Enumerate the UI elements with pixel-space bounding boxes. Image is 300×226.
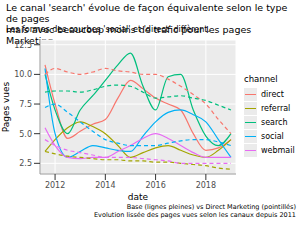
svg-text:5.0: 5.0: [19, 130, 32, 139]
svg-text:date: date: [128, 192, 149, 202]
svg-text:2.5: 2.5: [19, 159, 32, 168]
svg-text:12.5: 12.5: [14, 41, 32, 50]
svg-text:2014: 2014: [95, 181, 115, 190]
svg-text:2016: 2016: [145, 181, 165, 190]
svg-text:2012: 2012: [45, 181, 65, 190]
svg-text:2018: 2018: [196, 181, 216, 190]
svg-text:7.5: 7.5: [19, 100, 32, 109]
svg-text:Pages vues: Pages vues: [8, 81, 11, 132]
svg-text:10.0: 10.0: [14, 70, 32, 79]
